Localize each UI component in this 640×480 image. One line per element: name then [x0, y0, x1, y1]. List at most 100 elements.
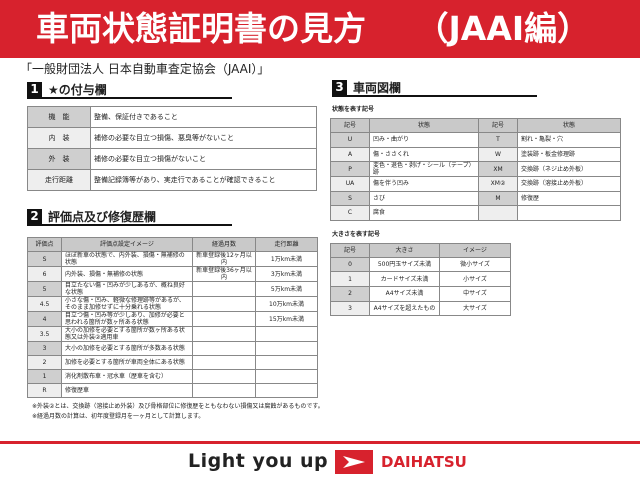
table-cell: 大小の加修を必要とする箇所が多数ある状態 — [61, 341, 193, 356]
table-cell — [255, 341, 318, 356]
table-cell: 塗装跡・板金修理跡 — [517, 146, 621, 162]
table-row: R 修復歴車 — [27, 383, 318, 398]
daihatsu-logo-icon — [335, 450, 373, 474]
table-cell — [255, 355, 318, 370]
table-cell: 6 — [27, 266, 62, 282]
table-row: 5 目立たない傷・凹みが少しあるが、概ね良好な状態 5万km未満 — [27, 281, 318, 297]
table-row: A 傷・ささくれ W 塗装跡・板金修理跡 — [330, 146, 621, 162]
column-header: 状態 — [517, 118, 621, 133]
table-row: 機 能整備、保証付きであること — [27, 106, 317, 128]
table-cell: 新車登録後12ヶ月以内 — [192, 251, 256, 267]
row-value: 整備、保証付きであること — [90, 106, 317, 128]
column-header: 大きさ — [369, 242, 440, 258]
table-cell — [192, 326, 256, 342]
table-cell: 微小サイズ — [439, 256, 511, 273]
column-header: 記号 — [330, 242, 370, 258]
table-cell: 5 — [27, 281, 62, 297]
size-table: 記号 大きさ イメージ 0 500円玉サイズ未満 微小サイズ 1 カードサイズ未満 小サイズ 2 A… — [330, 242, 511, 317]
section-title: ★の付与欄 — [48, 82, 107, 97]
table-cell: XM — [478, 161, 518, 177]
table-cell: さび — [369, 190, 479, 206]
column-header: イメージ — [439, 242, 511, 258]
table-cell — [192, 311, 256, 327]
table-cell: A4サイズを超えたもの — [369, 300, 440, 317]
table-row: 1 消化剤散布車・冠水車（歴車を含む） — [27, 369, 318, 384]
table-row: 1 カードサイズ未満 小サイズ — [330, 271, 511, 287]
star-table: 機 能整備、保証付きであること内 装補修の必要な目立つ損傷、悪臭等がないこと外 … — [27, 106, 317, 191]
table-cell: 内外装、損傷・無補修の状態 — [61, 266, 193, 282]
table-cell — [192, 383, 256, 398]
table-cell: 15万km未満 — [255, 311, 318, 327]
table-cell — [255, 383, 318, 398]
section3-heading: 3 車両図欄 — [332, 80, 537, 97]
table-cell: 1万km未満 — [255, 251, 318, 267]
table-cell: XM② — [478, 176, 518, 192]
table-cell: ほぼ新車の状態で、内外装、損傷・無補修の状態 — [61, 251, 193, 267]
table-cell: 傷を伴う凹み — [369, 176, 479, 192]
section-title: 車両図欄 — [353, 80, 402, 95]
table-cell: A4サイズ未満 — [369, 285, 440, 302]
table-row: S ほぼ新車の状態で、内外装、損傷・無補修の状態 新車登録後12ヶ月以内 1万km未満 — [27, 251, 318, 267]
state-table: 記号 状態 記号 状態 U 凹み・曲がり T 割れ・亀裂・穴 A 傷・ささくれ W 塗装跡・板金修理跡… — [330, 118, 621, 221]
table-cell: R — [27, 383, 62, 398]
note-1: ※外装②とは、交換跡（溶接止め外装）及び骨格部位に修復歴をともなわない損傷又は腐… — [32, 403, 324, 410]
table-cell: 1 — [27, 369, 62, 384]
note-2: ※経過月数の計算は、初年度登録月を一ヶ月として計算します。 — [32, 413, 205, 420]
table-cell: S — [330, 190, 370, 206]
table-cell: 大サイズ — [439, 300, 511, 317]
table-cell: T — [478, 132, 518, 148]
table-cell: 大小の加修を必要とする箇所が数ヶ所ある状態又は外装②適用車 — [61, 326, 193, 342]
table-row: 走行距離 整備記録簿等があり、実走行であることが確認できること — [27, 169, 317, 191]
table-row: C 腐食 — [330, 205, 621, 221]
column-header: 状態 — [369, 118, 479, 133]
table-row: 0 500円玉サイズ未満 微小サイズ — [330, 256, 511, 273]
page-title: 車両状態証明書の見方 （JAAI編） — [0, 0, 640, 58]
table-row: 3 A4サイズを超えたもの 大サイズ — [330, 300, 511, 317]
divider — [0, 441, 640, 444]
table-row: UA 傷を伴う凹み XM② 交換跡（溶接止め外板） — [330, 176, 621, 192]
state-label: 状態を表す記号 — [332, 106, 375, 113]
table-cell: 1 — [330, 271, 370, 287]
table-cell: 消化剤散布車・冠水車（歴車を含む） — [61, 369, 193, 384]
table-cell: 修復歴車 — [61, 383, 193, 398]
table-row: 外 装補修の必要な目立つ損傷がないこと — [27, 148, 317, 170]
score-table: 評価点 評価点設定イメージ 経過月数 走行距離 S ほぼ新車の状態で、内外装、損傷・無補修… — [27, 237, 318, 398]
row-key: 内 装 — [27, 127, 91, 149]
table-cell: U — [330, 132, 370, 148]
table-cell: 5万km未満 — [255, 281, 318, 297]
table-cell: W — [478, 146, 518, 162]
table-row: 3.5 大小の加修を必要とする箇所が数ヶ所ある状態又は外装②適用車 — [27, 326, 318, 342]
section1-heading: 1 ★の付与欄 — [27, 82, 232, 99]
column-header: 走行距離 — [255, 237, 318, 252]
table-cell: 新車登録後36ヶ月以内 — [192, 266, 256, 282]
table-cell — [478, 205, 518, 221]
table-cell — [255, 369, 318, 384]
table-cell: C — [330, 205, 370, 221]
table-row: 4 目立つ傷・凹み等が少しあり、加修が必要と思われる箇所が数ヶ所ある状態 15万km… — [27, 311, 318, 327]
table-cell: 交換跡（ネジ止め外板） — [517, 161, 621, 177]
row-value: 補修の必要な目立つ損傷がないこと — [90, 148, 317, 170]
table-cell: A — [330, 146, 370, 162]
table-row: 4.5 小さな傷・凹み、軽微な修理跡等があるが、そのまま加修せずに十分乗れる状態 1… — [27, 296, 318, 312]
table-cell: 3.5 — [27, 326, 62, 342]
section-number: 2 — [27, 209, 42, 224]
table-row: 内 装補修の必要な目立つ損傷、悪臭等がないこと — [27, 127, 317, 149]
table-cell: 加修を必要とする箇所が車両全体にある状態 — [61, 355, 193, 370]
table-row: U 凹み・曲がり T 割れ・亀裂・穴 — [330, 132, 621, 148]
table-cell: 4.5 — [27, 296, 62, 312]
table-cell: 傷・ささくれ — [369, 146, 479, 162]
table-cell: 3万km未満 — [255, 266, 318, 282]
row-value: 整備記録簿等があり、実走行であることが確認できること — [90, 169, 317, 191]
column-header: 経過月数 — [192, 237, 256, 252]
brand-name: DAIHATSU — [381, 453, 467, 471]
table-cell: 割れ・亀裂・穴 — [517, 132, 621, 148]
table-cell: 3 — [330, 300, 370, 317]
table-cell: 10万km未満 — [255, 296, 318, 312]
table-row: 6 内外装、損傷・無補修の状態 新車登録後36ヶ月以内 3万km未満 — [27, 266, 318, 282]
section-number: 1 — [27, 82, 42, 97]
slogan-logo: Light you up — [188, 450, 329, 472]
row-value: 補修の必要な目立つ損傷、悪臭等がないこと — [90, 127, 317, 149]
table-cell: M — [478, 190, 518, 206]
table-cell — [255, 326, 318, 342]
column-header: 評価点設定イメージ — [61, 237, 193, 252]
